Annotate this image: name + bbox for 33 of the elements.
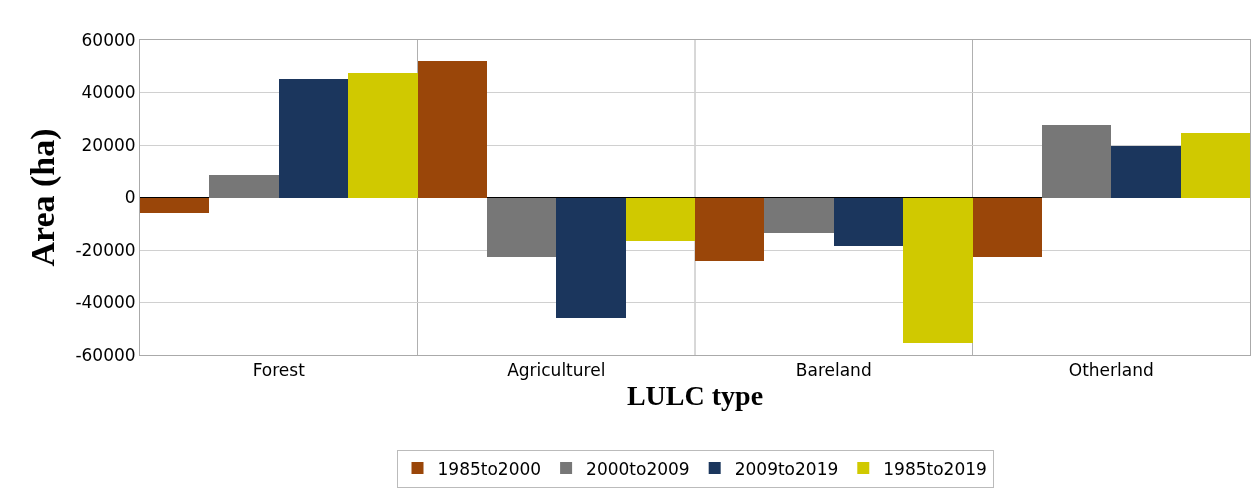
x-axis-title: LULC type	[626, 379, 764, 411]
y-tick-label: -20000	[75, 239, 136, 260]
legend-label: 1985to2000	[437, 458, 542, 479]
bar	[626, 198, 695, 241]
bar	[1042, 125, 1111, 198]
bar	[209, 175, 279, 198]
bar	[973, 198, 1042, 257]
bar	[418, 61, 487, 198]
x-tick-label: Agriculturel	[507, 360, 606, 381]
bar	[903, 198, 973, 343]
legend-label: 1985to2019	[883, 458, 987, 479]
bar	[348, 73, 418, 198]
y-tick-label: -60000	[75, 344, 136, 365]
bar	[1111, 146, 1181, 198]
y-tick-label: 0	[124, 187, 136, 208]
bar	[1181, 133, 1250, 198]
x-tick-label: Bareland	[795, 360, 872, 381]
x-tick-label: Otherland	[1068, 360, 1154, 381]
bar	[695, 198, 764, 261]
x-tick-label: Forest	[252, 360, 306, 381]
legend-label: 2009to2019	[734, 458, 839, 479]
bar	[279, 79, 348, 198]
y-tick-label: -40000	[75, 292, 136, 313]
bar	[764, 198, 834, 233]
y-axis-title: Area (ha)	[23, 128, 62, 267]
y-tick-label: 60000	[81, 29, 136, 50]
legend-label: 2000to2009	[586, 458, 690, 479]
bar	[834, 198, 903, 246]
bar	[556, 198, 626, 318]
bar	[140, 198, 209, 213]
y-tick-label: 20000	[81, 134, 136, 155]
bar	[487, 198, 556, 257]
y-tick-label: 40000	[81, 82, 136, 103]
